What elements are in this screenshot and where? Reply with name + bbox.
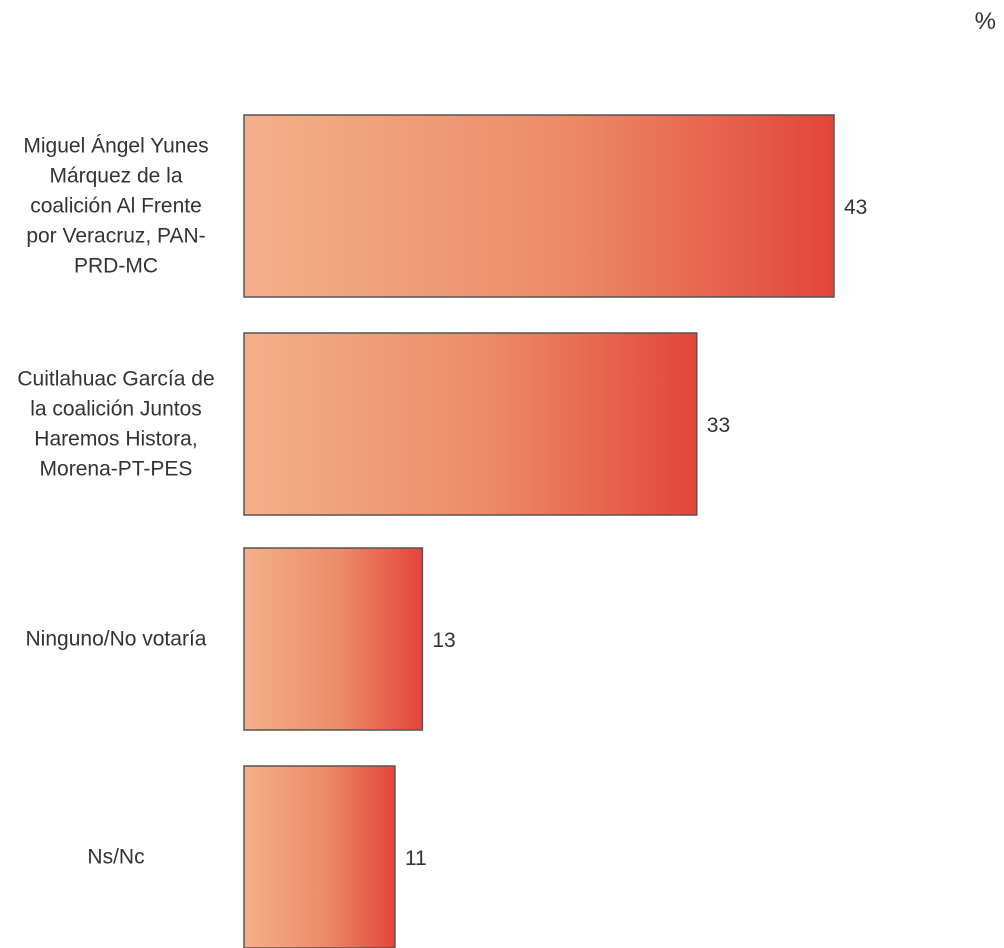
- value-label-3: 13: [432, 629, 455, 652]
- category-label-line: la coalición Juntos: [30, 398, 202, 421]
- category-label-line: coalición Al Frente: [30, 195, 202, 218]
- category-label-2: Cuitlahuac García de la coalición Juntos H…: [17, 368, 214, 481]
- category-label-line: PRD-MC: [74, 255, 158, 278]
- bar-3: [243, 547, 424, 731]
- category-label-1: Miguel Ángel Yunes Márquez de la coalición…: [23, 135, 208, 278]
- bar-1: [243, 114, 835, 298]
- value-label-2: 33: [707, 414, 730, 437]
- category-label-line: Cuitlahuac García de: [17, 368, 214, 391]
- category-label-line: Haremos Histora,: [34, 428, 197, 451]
- bar-2: [243, 332, 698, 516]
- bars-layer: 43 Miguel Ángel Yunes Márquez de la coalici…: [17, 114, 867, 948]
- category-label-3: Ninguno/No votaría: [26, 628, 207, 651]
- category-label-4: Ns/Nc: [87, 846, 144, 869]
- value-label-1: 43: [844, 196, 867, 219]
- category-label-line: Ninguno/No votaría: [26, 628, 207, 651]
- category-label-line: Márquez de la: [49, 165, 182, 188]
- bar-4: [243, 765, 396, 948]
- unit-label: %: [974, 8, 996, 35]
- category-label-line: Morena-PT-PES: [40, 458, 193, 481]
- category-label-line: por Veracruz, PAN-: [26, 225, 205, 248]
- value-label-4: 11: [405, 847, 427, 870]
- category-label-line: Ns/Nc: [87, 846, 144, 869]
- category-label-line: Miguel Ángel Yunes: [23, 135, 208, 158]
